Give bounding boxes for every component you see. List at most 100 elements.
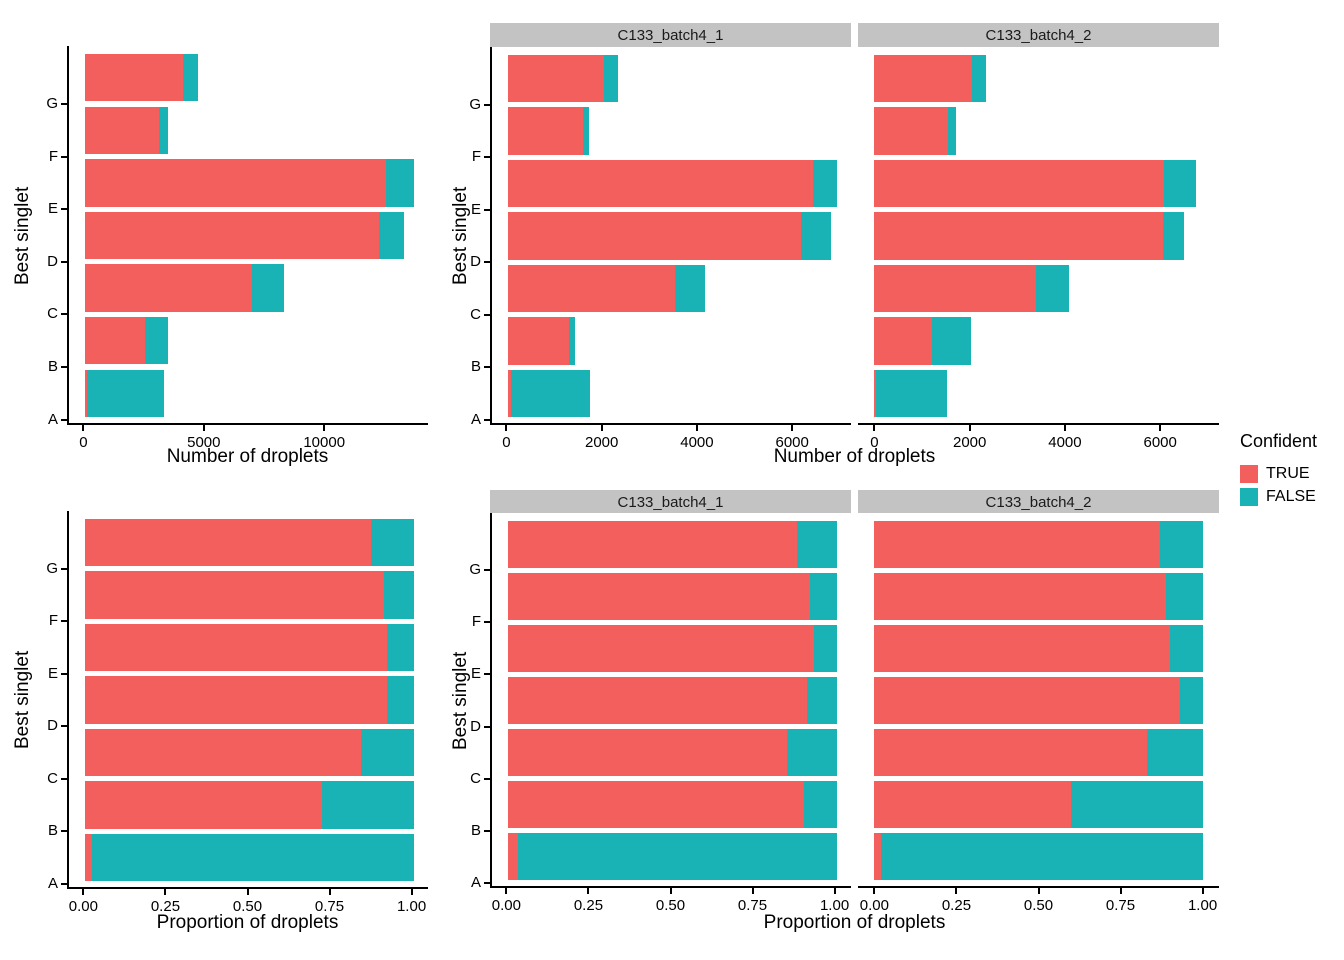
- bar-segment-b-true: [508, 317, 570, 365]
- x-tick-label: 4000: [1048, 434, 1082, 451]
- bar-segment-b-false: [932, 317, 971, 365]
- x-tick-label: 2000: [584, 434, 619, 451]
- x-axis-title-counts-faceted: Number of droplets: [773, 446, 936, 467]
- y-tick-mark: [484, 313, 490, 316]
- y-tick-mark: [484, 103, 490, 106]
- bar-segment-c-true: [85, 264, 252, 312]
- bar-segment-b-false: [1071, 781, 1203, 829]
- bar-segment-f-true: [85, 106, 160, 154]
- bar-segment-b-true: [508, 781, 804, 829]
- bar-segment-d-false: [387, 676, 414, 724]
- bar-segment-g-false: [797, 520, 837, 568]
- y-tick-mark: [61, 418, 67, 421]
- x-tick-mark: [246, 889, 249, 895]
- x-tick-label: 0.25: [573, 897, 604, 914]
- bar-segment-c-true: [85, 728, 362, 777]
- y-tick-label-f: F: [471, 148, 481, 166]
- y-tick-label-d: D: [47, 252, 58, 270]
- y-tick-mark: [484, 725, 490, 728]
- bar-segment-c-true: [874, 729, 1147, 777]
- y-tick-mark: [61, 208, 67, 211]
- bar-segment-a-true: [508, 833, 519, 881]
- y-tick-label-a: A: [470, 873, 481, 891]
- x-tick-label: 0.00: [68, 898, 98, 915]
- bar-segment-a-false: [880, 833, 1203, 881]
- bar-segment-e-false: [813, 624, 837, 672]
- x-tick-label: 5000: [187, 434, 221, 451]
- x-tick-label: 0.75: [314, 898, 345, 915]
- bar-segment-b-false: [569, 317, 576, 365]
- y-tick-label-b: B: [470, 358, 481, 376]
- panel-proportions-batch2: [858, 513, 1219, 888]
- bar-segment-d-true: [874, 212, 1164, 260]
- x-tick-mark: [82, 889, 85, 895]
- x-tick-label: 0.00: [859, 897, 889, 914]
- y-tick-mark: [484, 208, 490, 211]
- bar-segment-f-true: [508, 572, 811, 620]
- bar-segment-d-true: [85, 676, 388, 724]
- bar-segment-c-false: [1146, 729, 1203, 777]
- y-tick-label-e: E: [470, 665, 481, 683]
- bar-segment-f-false: [384, 571, 414, 619]
- bar-segment-e-true: [508, 159, 814, 208]
- bar-segment-d-false: [1163, 212, 1185, 260]
- bar-segment-d-true: [874, 677, 1180, 724]
- y-tick-label-e: E: [47, 200, 58, 218]
- y-tick-mark: [61, 260, 67, 263]
- x-tick-mark: [873, 425, 876, 431]
- x-tick-mark: [600, 425, 603, 431]
- bar-segment-b-false: [145, 317, 169, 365]
- x-tick-label: 2000: [952, 434, 987, 451]
- y-tick-label-a: A: [47, 410, 58, 428]
- x-tick-mark: [587, 888, 590, 894]
- x-tick-mark: [955, 888, 958, 894]
- bar-segment-d-false: [378, 211, 405, 260]
- bar-segment-d-false: [807, 677, 837, 724]
- x-tick-label: 0.00: [491, 897, 521, 914]
- bar-segment-b-true: [85, 781, 322, 829]
- x-tick-label: 0.75: [1105, 897, 1136, 914]
- bar-segment-a-true: [85, 369, 88, 418]
- facet-strip-proportions-batch2: C133_batch4_2: [858, 490, 1219, 514]
- bar-segment-c-false: [787, 729, 837, 777]
- y-tick-label-g: G: [469, 95, 481, 113]
- y-tick-mark: [61, 830, 67, 833]
- x-tick-label: 0: [79, 434, 88, 451]
- x-tick-mark: [791, 425, 794, 431]
- y-tick-mark: [61, 366, 67, 369]
- x-tick-label: 0.25: [150, 898, 181, 915]
- x-tick-mark: [1063, 425, 1066, 431]
- y-tick-label-b: B: [47, 822, 58, 840]
- x-tick-mark: [695, 425, 698, 431]
- y-tick-label-f: F: [48, 147, 58, 165]
- bar-segment-g-true: [85, 53, 184, 102]
- x-tick-label: 0.50: [1023, 897, 1054, 914]
- bar-segment-a-true: [85, 833, 92, 882]
- bar-segment-a-false: [510, 369, 591, 418]
- y-tick-mark: [61, 672, 67, 675]
- y-tick-mark: [484, 621, 490, 624]
- bar-segment-b-true: [874, 781, 1072, 829]
- x-tick-mark: [1037, 888, 1040, 894]
- x-tick-mark: [323, 425, 326, 431]
- bar-segment-f-true: [508, 107, 583, 155]
- y-tick-label-e: E: [470, 200, 481, 218]
- x-tick-mark: [669, 888, 672, 894]
- y-tick-mark: [61, 882, 67, 885]
- legend-swatch-true-icon: [1240, 465, 1258, 483]
- x-tick-mark: [410, 889, 413, 895]
- legend-label-true: TRUE: [1266, 465, 1310, 482]
- bar-segment-a-true: [508, 369, 511, 418]
- bar-segment-a-false: [875, 369, 947, 418]
- y-tick-label-f: F: [471, 613, 481, 631]
- legend: Confident TRUE FALSE: [1240, 431, 1317, 511]
- y-tick-mark: [484, 418, 490, 421]
- bar-segment-e-false: [385, 159, 414, 207]
- bar-segment-c-true: [508, 729, 788, 777]
- bar-segment-f-false: [810, 572, 837, 620]
- x-tick-label: 0.50: [655, 897, 686, 914]
- bar-segment-c-false: [251, 264, 284, 312]
- bar-segment-d-false: [1179, 677, 1203, 724]
- x-axis-title-counts-combined: Number of droplets: [166, 446, 329, 467]
